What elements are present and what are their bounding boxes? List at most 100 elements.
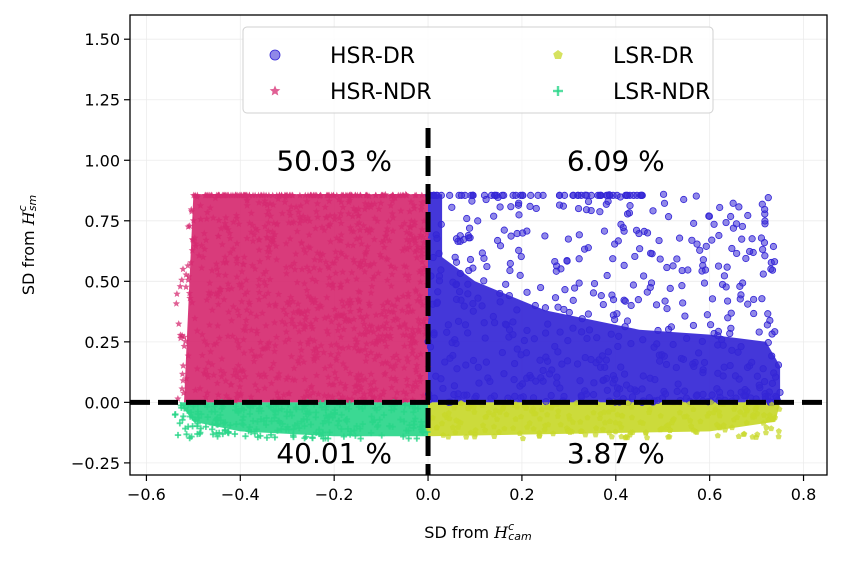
- lsr-ndr-point: [263, 414, 270, 422]
- lsr-dr-point: [775, 433, 782, 440]
- hsr-dr-point: [474, 217, 482, 225]
- lsr-ndr-point: [313, 429, 320, 436]
- hsr-ndr-point: [304, 243, 313, 251]
- hsr-ndr-point: [414, 315, 423, 323]
- hsr-dr-point: [656, 357, 664, 365]
- hsr-ndr-point: [350, 227, 358, 235]
- hsr-dr-point: [693, 240, 701, 248]
- hsr-ndr-point: [258, 309, 266, 317]
- hsr-ndr-point: [423, 229, 431, 237]
- hsr-ndr-point: [372, 311, 380, 319]
- lsr-ndr-point: [197, 425, 204, 432]
- hsr-ndr-point: [368, 386, 376, 393]
- hsr-ndr-point: [205, 291, 214, 299]
- lsr-dr-point: [463, 433, 470, 440]
- hsr-ndr-point: [214, 191, 222, 199]
- hsr-ndr-point: [403, 235, 411, 243]
- hsr-ndr-point: [181, 337, 190, 345]
- hsr-dr-point: [716, 203, 724, 212]
- hsr-ndr-point: [417, 350, 425, 358]
- hsr-ndr-point: [366, 322, 374, 329]
- lsr-ndr-point: [412, 415, 419, 422]
- hsr-ndr-point: [297, 346, 305, 354]
- y-tick-label: −0.25: [71, 454, 120, 473]
- hsr-ndr-point: [187, 205, 195, 213]
- lsr-dr-point: [731, 406, 738, 412]
- hsr-dr-point: [643, 288, 651, 296]
- hsr-ndr-point: [337, 209, 345, 217]
- hsr-dr-point: [574, 204, 583, 213]
- hsr-dr-point: [564, 235, 572, 243]
- hsr-dr-point: [623, 191, 631, 199]
- hsr-ndr-point: [316, 256, 324, 264]
- hsr-ndr-point: [233, 254, 241, 262]
- hsr-dr-point: [446, 191, 454, 199]
- hsr-ndr-point: [264, 289, 272, 297]
- x-tick-label: 0.8: [791, 485, 816, 504]
- lsr-ndr-point: [390, 405, 398, 413]
- lsr-dr-point: [688, 422, 695, 429]
- hsr-ndr-point: [412, 368, 421, 375]
- hsr-dr-point: [434, 288, 442, 296]
- hsr-ndr-point: [253, 226, 261, 234]
- hsr-dr-point: [459, 236, 468, 244]
- hsr-ndr-point: [336, 311, 344, 319]
- hsr-ndr-point: [227, 316, 236, 324]
- hsr-dr-point: [515, 211, 523, 219]
- hsr-ndr-point: [323, 191, 331, 199]
- lsr-ndr-point: [271, 414, 278, 422]
- hsr-dr-point: [433, 299, 441, 308]
- hsr-ndr-point: [313, 249, 321, 256]
- hsr-ndr-point: [330, 211, 339, 219]
- lsr-ndr-point: [213, 421, 220, 428]
- hsr-ndr-point: [389, 364, 398, 372]
- hsr-ndr-point: [188, 246, 196, 254]
- hsr-ndr-point: [371, 200, 379, 207]
- hsr-ndr-point: [377, 253, 385, 261]
- hsr-ndr-point: [329, 284, 337, 291]
- lsr-ndr-point: [239, 416, 246, 424]
- hsr-ndr-point: [339, 191, 347, 199]
- hsr-ndr-point: [367, 327, 375, 334]
- hsr-ndr-point: [394, 356, 403, 364]
- hsr-dr-point: [710, 220, 718, 228]
- hsr-dr-point: [433, 234, 441, 243]
- hsr-dr-point: [600, 227, 609, 235]
- hsr-ndr-point: [382, 342, 390, 350]
- hsr-ndr-point: [399, 292, 407, 300]
- hsr-ndr-point: [202, 393, 210, 401]
- hsr-ndr-point: [387, 262, 395, 270]
- hsr-dr-point: [523, 288, 531, 296]
- hsr-ndr-point: [290, 259, 298, 267]
- hsr-dr-point: [507, 203, 515, 211]
- hsr-ndr-point: [256, 351, 265, 359]
- hsr-ndr-point: [303, 197, 311, 205]
- lsr-dr-point: [451, 404, 458, 411]
- hsr-ndr-point: [301, 216, 309, 224]
- hsr-dr-point: [647, 249, 655, 257]
- hsr-dr-point: [507, 232, 515, 240]
- hsr-dr-point: [489, 312, 497, 321]
- hsr-ndr-point: [303, 263, 311, 271]
- hsr-ndr-point: [391, 374, 399, 382]
- hsr-dr-point: [737, 291, 745, 299]
- hsr-dr-point: [437, 375, 445, 383]
- hsr-ndr-point: [291, 322, 299, 330]
- hsr-ndr-point: [262, 281, 270, 289]
- hsr-ndr-point: [418, 202, 426, 209]
- hsr-dr-point: [474, 363, 482, 371]
- hsr-dr-point: [452, 280, 461, 288]
- lsr-ndr-point: [246, 423, 253, 431]
- hsr-ndr-point: [388, 307, 396, 315]
- hsr-ndr-point: [310, 191, 318, 199]
- hsr-dr-point: [735, 203, 743, 211]
- hsr-ndr-point: [222, 377, 230, 385]
- lsr-ndr-point: [319, 429, 327, 436]
- lsr-ndr-point: [397, 416, 404, 423]
- hsr-ndr-point: [382, 228, 391, 236]
- hsr-ndr-point: [247, 228, 255, 236]
- hsr-dr-point: [569, 191, 578, 199]
- lsr-ndr-point: [180, 413, 187, 420]
- hsr-dr-point: [602, 200, 610, 208]
